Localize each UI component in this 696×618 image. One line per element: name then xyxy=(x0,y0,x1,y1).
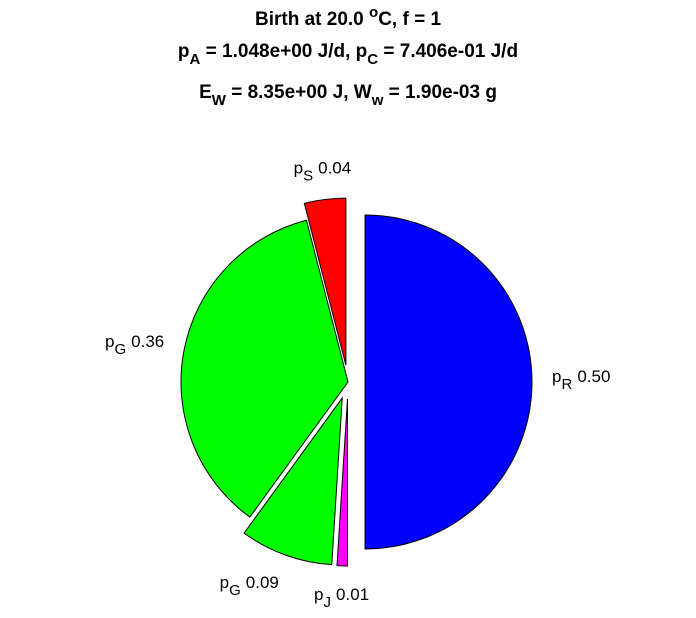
label-value: 0.36 xyxy=(131,332,164,351)
pie-slice xyxy=(243,396,343,566)
slice-label: pJ 0.01 xyxy=(314,585,369,611)
label-symbol: p xyxy=(552,367,561,386)
title-part: C, f = 1 xyxy=(378,9,441,30)
title-part: A xyxy=(190,51,201,68)
slice-label: pR 0.50 xyxy=(552,367,610,393)
label-value: 0.09 xyxy=(246,573,279,592)
title-part: p xyxy=(178,41,190,62)
title-part: w xyxy=(371,92,384,109)
label-symbol: p xyxy=(220,573,229,592)
chart-title: EW = 8.35e+00 J, Ww = 1.90e-03 g xyxy=(199,82,497,109)
chart-title: Birth at 20.0 oC, f = 1 xyxy=(255,4,441,30)
title-part: = 1.90e-03 g xyxy=(383,82,497,103)
label-symbol: p xyxy=(314,585,323,604)
title-part: Birth at 20.0 xyxy=(255,9,369,30)
pie-slice xyxy=(303,197,347,366)
title-part: E xyxy=(199,82,212,103)
title-part: = 7.406e-01 J/d xyxy=(378,41,518,62)
label-value: 0.01 xyxy=(336,585,369,604)
title-part: C xyxy=(367,51,378,68)
label-subscript: S xyxy=(303,168,313,185)
title-part: = 8.35e+00 J, W xyxy=(226,82,372,103)
label-value: 0.50 xyxy=(577,367,610,386)
label-symbol: p xyxy=(294,159,303,178)
pie-slice xyxy=(180,219,349,518)
title-part: = 1.048e+00 J/d, p xyxy=(200,41,367,62)
label-subscript: J xyxy=(324,594,332,611)
pie-slice xyxy=(364,214,533,550)
label-symbol: p xyxy=(105,332,114,351)
slice-label: pS 0.04 xyxy=(294,159,352,185)
label-subscript: G xyxy=(229,582,241,599)
title-part: o xyxy=(369,4,378,21)
chart-title: pA = 1.048e+00 J/d, pC = 7.406e-01 J/d xyxy=(178,41,518,68)
label-subscript: R xyxy=(562,376,573,393)
label-subscript: G xyxy=(115,341,127,358)
title-part: W xyxy=(212,92,227,109)
label-value: 0.04 xyxy=(318,159,351,178)
slice-label: pG 0.36 xyxy=(105,332,164,358)
slice-label: pG 0.09 xyxy=(220,573,279,599)
pie-slice xyxy=(336,398,348,567)
